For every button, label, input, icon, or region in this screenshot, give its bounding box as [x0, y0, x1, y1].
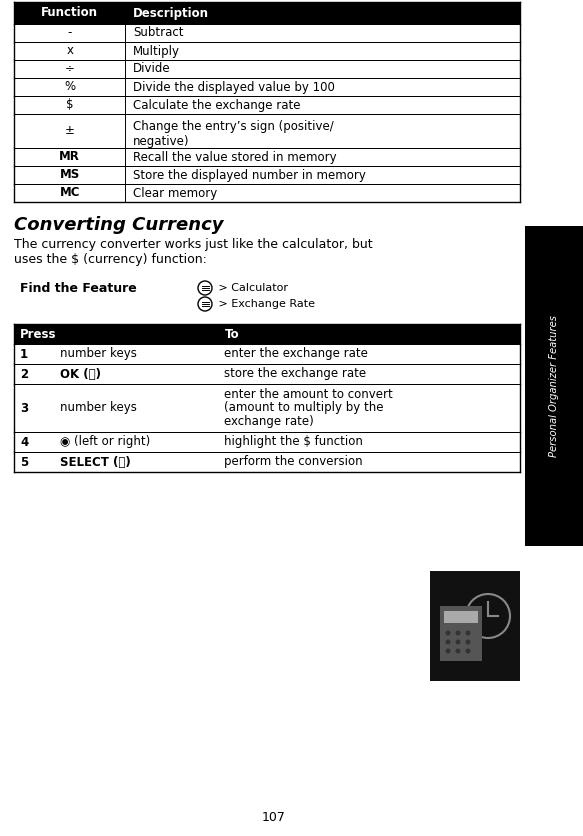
Text: MR: MR	[59, 150, 80, 164]
Text: negative): negative)	[134, 135, 190, 148]
Bar	[14, 344, 520, 364]
Circle shape	[445, 640, 451, 645]
Circle shape	[455, 640, 461, 645]
Text: ±: ±	[65, 125, 75, 137]
Text: exchange rate): exchange rate)	[224, 415, 314, 428]
Text: Calculate the exchange rate: Calculate the exchange rate	[134, 99, 301, 111]
Text: -: -	[68, 27, 72, 39]
Text: Divide: Divide	[134, 63, 171, 75]
Bar	[14, 452, 520, 472]
Bar	[14, 42, 520, 60]
Bar	[14, 184, 520, 202]
Circle shape	[465, 649, 470, 654]
Bar	[525, 226, 583, 546]
Circle shape	[455, 649, 461, 654]
Bar	[14, 60, 520, 78]
Circle shape	[455, 630, 461, 635]
Text: Subtract: Subtract	[134, 27, 184, 39]
Text: perform the conversion: perform the conversion	[224, 456, 363, 468]
Bar	[14, 384, 520, 432]
Text: > Exchange Rate: > Exchange Rate	[215, 299, 315, 309]
Bar	[14, 24, 520, 42]
Text: Personal Organizer Features: Personal Organizer Features	[549, 315, 559, 457]
Text: highlight the $ function: highlight the $ function	[224, 436, 363, 448]
Bar	[14, 166, 520, 184]
Text: ÷: ÷	[65, 63, 75, 75]
Text: 107: 107	[262, 811, 286, 824]
Text: Press: Press	[20, 328, 57, 340]
Bar	[430, 571, 520, 681]
Text: > Calculator: > Calculator	[215, 283, 288, 293]
Circle shape	[445, 649, 451, 654]
Text: ◉ (left or right): ◉ (left or right)	[61, 436, 151, 448]
Text: Change the entry’s sign (positive/: Change the entry’s sign (positive/	[134, 120, 334, 133]
Text: To: To	[224, 328, 239, 340]
Text: uses the $ (currency) function:: uses the $ (currency) function:	[14, 253, 207, 266]
Text: 5: 5	[20, 456, 28, 468]
Text: The currency converter works just like the calculator, but: The currency converter works just like t…	[14, 238, 373, 251]
Text: MS: MS	[59, 169, 80, 181]
Circle shape	[465, 630, 470, 635]
Text: 4: 4	[20, 436, 28, 448]
Text: OK (⌵): OK (⌵)	[61, 368, 101, 380]
Text: enter the amount to convert: enter the amount to convert	[224, 388, 393, 401]
Bar	[14, 114, 520, 148]
Text: (amount to multiply by the: (amount to multiply by the	[224, 401, 384, 415]
Text: Function: Function	[41, 7, 98, 19]
Text: $: $	[66, 99, 73, 111]
Text: SELECT (⌵): SELECT (⌵)	[61, 456, 131, 468]
Text: Clear memory: Clear memory	[134, 186, 217, 200]
Circle shape	[445, 630, 451, 635]
Text: Recall the value stored in memory: Recall the value stored in memory	[134, 150, 337, 164]
Bar	[14, 2, 520, 24]
Circle shape	[465, 640, 470, 645]
Text: 1: 1	[20, 348, 28, 360]
Text: number keys: number keys	[61, 401, 138, 415]
Text: Multiply: Multiply	[134, 44, 180, 58]
Text: Divide the displayed value by 100: Divide the displayed value by 100	[134, 80, 335, 94]
Bar	[14, 432, 520, 452]
Text: 2: 2	[20, 368, 28, 380]
Bar	[14, 148, 520, 166]
Text: Description: Description	[134, 7, 209, 19]
Text: store the exchange rate: store the exchange rate	[224, 368, 367, 380]
Text: 3: 3	[20, 401, 28, 415]
Text: %: %	[64, 80, 75, 94]
Bar	[444, 611, 478, 623]
Text: MC: MC	[59, 186, 80, 200]
Text: Converting Currency: Converting Currency	[14, 216, 223, 234]
Bar	[14, 78, 520, 96]
Bar	[14, 364, 520, 384]
Bar	[14, 96, 520, 114]
Text: Store the displayed number in memory: Store the displayed number in memory	[134, 169, 366, 181]
Text: enter the exchange rate: enter the exchange rate	[224, 348, 368, 360]
Text: Find the Feature: Find the Feature	[20, 282, 137, 295]
Text: x: x	[66, 44, 73, 58]
Text: number keys: number keys	[61, 348, 138, 360]
Bar	[14, 324, 520, 344]
Bar	[440, 606, 482, 661]
